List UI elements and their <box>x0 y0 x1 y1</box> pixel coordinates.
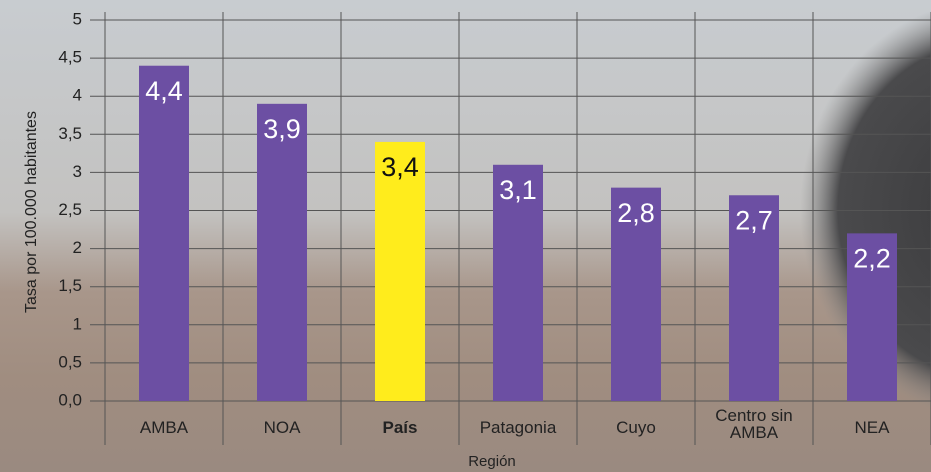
x-tick-label: Patagonia <box>479 418 557 437</box>
y-axis-label: Tasa por 100.000 habitantes <box>23 111 40 313</box>
value-label: 4,4 <box>145 76 183 106</box>
y-tick-label: 0,5 <box>58 352 82 371</box>
y-tick-label: 3 <box>73 162 82 181</box>
bar <box>847 233 897 401</box>
y-tick-label: 0,0 <box>58 390 82 409</box>
y-tick-label: 5 <box>73 9 82 28</box>
value-label: 2,2 <box>853 243 891 273</box>
value-label: 2,7 <box>735 205 773 235</box>
value-label: 2,8 <box>617 198 655 228</box>
value-label: 3,9 <box>263 114 301 144</box>
y-tick-label: 4 <box>73 86 82 105</box>
x-tick-label: País <box>382 418 418 437</box>
bar <box>729 195 779 401</box>
x-tick-label: NEA <box>854 418 890 437</box>
bar <box>257 103 307 401</box>
value-label: 3,1 <box>499 175 537 205</box>
y-tick-label: 3,5 <box>58 124 82 143</box>
x-axis-label: Región <box>468 453 516 470</box>
y-tick-label: 4,5 <box>58 48 82 67</box>
x-tick-label: AMBA <box>139 418 189 437</box>
y-tick-label: 2 <box>73 238 82 257</box>
x-tick-label: NOA <box>263 418 301 437</box>
bar <box>611 187 661 401</box>
value-label: 3,4 <box>381 152 419 182</box>
y-tick-label: 2,5 <box>58 200 82 219</box>
bar <box>375 141 425 402</box>
x-tick-label: Cuyo <box>616 418 656 437</box>
bar <box>493 164 543 401</box>
x-tick-label: Centro sin AMBA <box>715 406 793 442</box>
y-tick-label: 1,5 <box>58 276 82 295</box>
bar <box>139 65 189 401</box>
y-tick-label: 1 <box>73 314 82 333</box>
